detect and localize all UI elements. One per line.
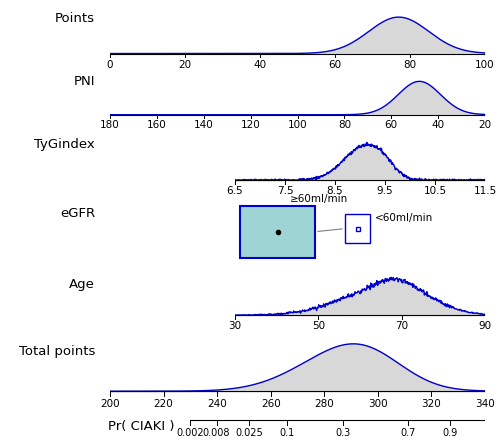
Text: 0.008: 0.008 xyxy=(203,428,230,438)
Text: eGFR: eGFR xyxy=(60,207,95,220)
Text: <60ml/min: <60ml/min xyxy=(375,213,433,223)
Text: 0.025: 0.025 xyxy=(235,428,263,438)
Text: 340: 340 xyxy=(475,399,495,409)
Text: 70: 70 xyxy=(395,322,408,331)
Text: 60: 60 xyxy=(328,60,342,70)
Text: 0.9: 0.9 xyxy=(442,428,457,438)
Text: 20: 20 xyxy=(178,60,192,70)
Text: 0.002: 0.002 xyxy=(176,428,204,438)
Text: 8.5: 8.5 xyxy=(326,187,344,196)
Text: 20: 20 xyxy=(478,121,492,130)
Text: 80: 80 xyxy=(338,121,351,130)
Text: 0.3: 0.3 xyxy=(336,428,351,438)
Text: 50: 50 xyxy=(312,322,325,331)
Text: 200: 200 xyxy=(100,399,120,409)
Text: 280: 280 xyxy=(314,399,334,409)
Bar xyxy=(240,205,315,258)
Text: ≥60ml/min: ≥60ml/min xyxy=(290,194,348,204)
Text: 11.5: 11.5 xyxy=(474,187,496,196)
Text: 100: 100 xyxy=(288,121,308,130)
Text: 320: 320 xyxy=(422,399,442,409)
Text: 40: 40 xyxy=(432,121,444,130)
Text: 140: 140 xyxy=(194,121,214,130)
Text: 240: 240 xyxy=(208,399,227,409)
Text: TyGindex: TyGindex xyxy=(34,138,95,151)
Text: 90: 90 xyxy=(478,322,492,331)
Text: 10.5: 10.5 xyxy=(424,187,446,196)
Text: 60: 60 xyxy=(384,121,398,130)
Text: 100: 100 xyxy=(475,60,495,70)
Text: Total points: Total points xyxy=(18,345,95,358)
Text: PNI: PNI xyxy=(74,75,95,88)
Text: 160: 160 xyxy=(147,121,167,130)
Text: Age: Age xyxy=(69,278,95,291)
Text: 180: 180 xyxy=(100,121,120,130)
Text: 0: 0 xyxy=(107,60,113,70)
Text: 9.5: 9.5 xyxy=(376,187,394,196)
Bar xyxy=(345,214,370,243)
Text: Pr( CIAKI ): Pr( CIAKI ) xyxy=(108,420,175,433)
Text: 120: 120 xyxy=(241,121,260,130)
Text: 80: 80 xyxy=(404,60,416,70)
Text: 260: 260 xyxy=(261,399,280,409)
Text: 300: 300 xyxy=(368,399,388,409)
Text: 30: 30 xyxy=(228,322,241,331)
Text: Points: Points xyxy=(55,12,95,25)
Text: 0.7: 0.7 xyxy=(400,428,416,438)
Text: 7.5: 7.5 xyxy=(276,187,293,196)
Text: 40: 40 xyxy=(254,60,266,70)
Text: 6.5: 6.5 xyxy=(226,187,244,196)
Text: 0.1: 0.1 xyxy=(280,428,295,438)
Text: 220: 220 xyxy=(154,399,174,409)
